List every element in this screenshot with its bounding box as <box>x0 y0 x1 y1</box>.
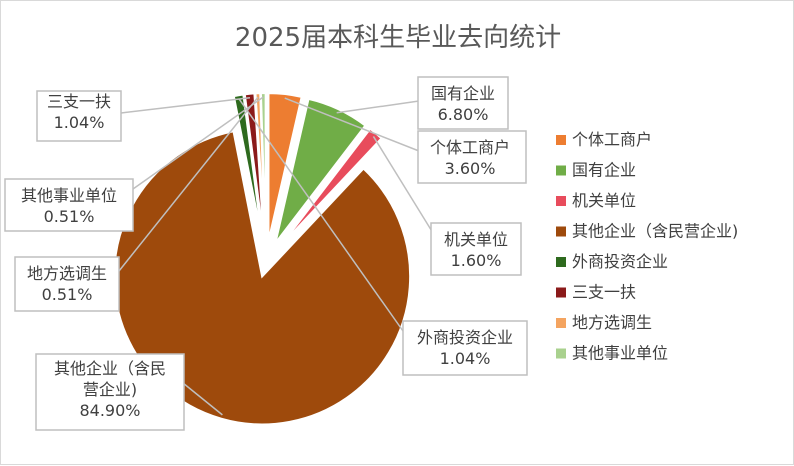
legend-swatch-2 <box>556 165 566 176</box>
legend-item-1: 个体工商户 <box>572 130 652 149</box>
data-label-text: 0.51% <box>44 207 95 226</box>
legend-item-4: 其他企业（含民营企业) <box>572 222 738 241</box>
data-labels: 个体工商户 3.60% 国有企业 6.80% 机关单位 1.60% 其他企业（含民营企业) 8… <box>4 76 528 431</box>
leader-line-1 <box>284 97 420 152</box>
leader-line-4 <box>182 382 223 416</box>
leader-line-3 <box>372 136 434 234</box>
leader-line-5 <box>238 98 404 332</box>
data-label-text: 外商投资企业 <box>417 328 513 347</box>
pie-slices <box>113 92 412 426</box>
data-label-text: 个体工商户 <box>430 138 510 157</box>
legend-swatch-4 <box>556 226 566 237</box>
pie-slice-6 <box>243 92 265 242</box>
legend-item-6: 三支一扶 <box>572 283 636 302</box>
leader-line-7 <box>118 96 259 272</box>
leader-line-6 <box>120 97 251 114</box>
data-label-text: 84.90% <box>79 401 140 420</box>
legend-item-7: 地方选调生 <box>572 313 652 332</box>
data-label-box-4 <box>35 353 185 431</box>
pie-slice-4 <box>113 130 412 426</box>
legend-swatch-5 <box>556 257 566 267</box>
legend-swatch-1 <box>556 135 566 145</box>
pie-slice-2 <box>274 97 367 244</box>
data-label-box-3 <box>430 222 522 276</box>
data-label-text: 国有企业 <box>431 84 495 103</box>
leader-line-8 <box>132 96 264 190</box>
data-label-text: 营企业) <box>83 380 137 399</box>
data-label-text: 三支一扶 <box>47 92 111 111</box>
data-label-box-1 <box>417 130 527 184</box>
data-label-text: 其他事业单位 <box>21 186 117 205</box>
leader-line-2 <box>336 100 420 114</box>
data-label-box-8 <box>4 178 134 232</box>
chart-title: 2025届本科生毕业去向统计 <box>235 23 561 53</box>
data-label-box-7 <box>14 256 120 312</box>
data-label-text: 其他企业（含民 <box>54 359 166 378</box>
legend-swatch-7 <box>556 318 566 328</box>
data-label-text: 1.60% <box>451 251 502 270</box>
legend-item-5: 外商投资企业 <box>572 252 668 271</box>
data-label-text: 3.60% <box>445 159 496 178</box>
legend-item-8: 其他事业单位 <box>572 344 668 363</box>
pie-slice-1 <box>267 92 303 242</box>
pie-slice-8 <box>259 92 267 242</box>
legend-swatch-8 <box>556 348 566 359</box>
data-label-text: 6.80% <box>438 105 489 124</box>
data-label-text: 机关单位 <box>444 230 508 249</box>
legend-item-2: 国有企业 <box>572 161 636 180</box>
data-label-text: 1.04% <box>54 113 105 132</box>
legend-swatch-3 <box>556 196 566 206</box>
data-label-box-2 <box>417 76 509 130</box>
data-label-text: 0.51% <box>42 285 93 304</box>
legend-item-3: 机关单位 <box>572 191 636 210</box>
data-label-box-6 <box>36 90 122 142</box>
data-label-box-5 <box>402 320 528 376</box>
legend-swatch-6 <box>556 287 566 298</box>
data-label-text: 1.04% <box>440 349 491 368</box>
leader-lines <box>118 96 434 416</box>
pie-slice-5 <box>232 93 264 242</box>
data-label-text: 地方选调生 <box>27 264 107 283</box>
